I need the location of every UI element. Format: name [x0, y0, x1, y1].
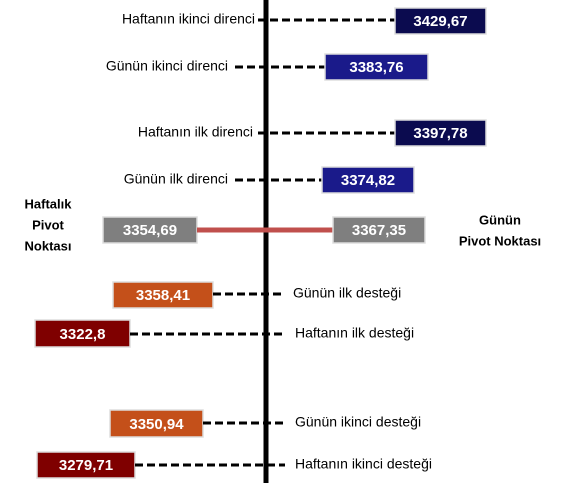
level-value: 3429,67	[413, 13, 467, 30]
value-box	[36, 451, 136, 479]
pivot-label: Pivot	[32, 217, 64, 232]
level-value: 3350,94	[129, 416, 184, 433]
level-label: Günün ilk direnci	[124, 171, 228, 187]
level-label: Günün ikinci direnci	[106, 58, 228, 74]
pivot-value: 3354,69	[123, 222, 177, 239]
pivot-label: Pivot Noktası	[459, 233, 541, 248]
level-label: Haftanın ikinci direnci	[122, 11, 255, 27]
value-box	[34, 319, 131, 348]
level-label: Haftanın ilk desteği	[295, 325, 414, 341]
value-box	[324, 53, 429, 81]
level-value: 3322,8	[60, 326, 106, 343]
level-value: 3383,76	[349, 59, 403, 76]
level-value: 3279,71	[59, 457, 113, 474]
level-label: Günün ilk desteği	[293, 285, 401, 301]
level-label: Günün ikinci desteği	[295, 414, 421, 430]
value-box	[394, 7, 487, 35]
pivot-label: Haftalık	[25, 196, 73, 211]
value-box	[321, 166, 415, 194]
pivot-label: Noktası	[25, 238, 72, 253]
level-label: Haftanın ikinci desteği	[295, 456, 432, 472]
level-value: 3374,82	[341, 172, 395, 189]
level-value: 3358,41	[136, 287, 190, 304]
level-label: Haftanın ilk direnci	[138, 124, 253, 140]
pivot-value: 3367,35	[352, 222, 406, 239]
value-box	[112, 281, 214, 309]
value-box	[394, 119, 487, 147]
level-value: 3397,78	[413, 125, 467, 142]
pivot-label: Günün	[479, 212, 521, 227]
value-box	[332, 216, 426, 244]
value-box	[109, 409, 204, 438]
value-box	[102, 216, 198, 244]
